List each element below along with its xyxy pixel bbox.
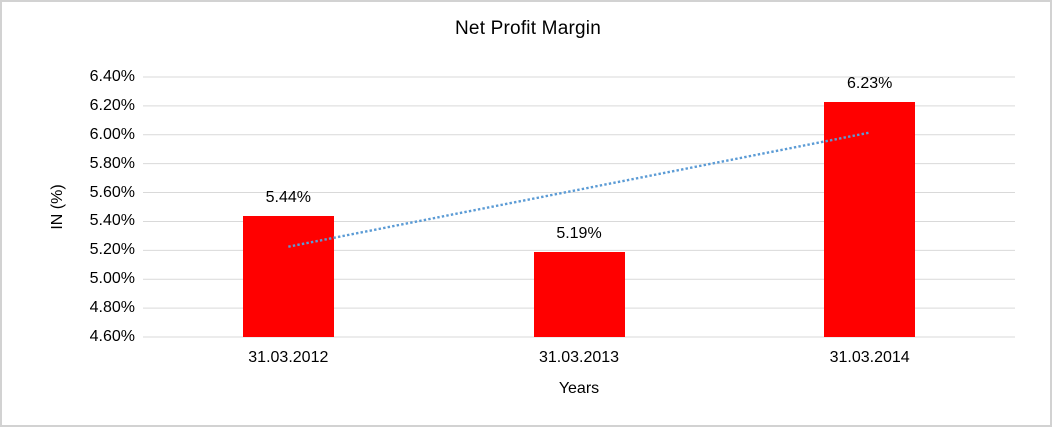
- bar-value-label: 5.19%: [556, 224, 602, 242]
- x-tick-label: 31.03.2014: [829, 349, 910, 366]
- bar-31.03.2014: [824, 101, 916, 337]
- y-tick-label: 5.40%: [89, 212, 135, 230]
- y-tick-label: 4.80%: [89, 299, 135, 317]
- y-tick-label: 6.40%: [89, 68, 135, 85]
- y-tick-label: 5.80%: [89, 154, 135, 172]
- y-tick-label: 6.00%: [89, 125, 135, 143]
- y-tick-label: 4.60%: [89, 328, 135, 345]
- chart-title: Net Profit Margin: [455, 18, 601, 39]
- bar-value-label: 6.23%: [846, 74, 893, 92]
- y-tick-label: 5.00%: [89, 270, 135, 288]
- y-tick-label: 5.20%: [89, 241, 135, 259]
- x-tick-label: 31.03.2013: [538, 349, 620, 366]
- bar-value-label: 5.44%: [265, 188, 312, 206]
- y-tick-label: 6.20%: [89, 96, 135, 114]
- trendline: [288, 131, 870, 248]
- bar-31.03.2013: [533, 251, 625, 337]
- y-tick-label: 5.60%: [89, 183, 135, 201]
- x-tick-label: 31.03.2012: [248, 349, 329, 366]
- x-axis-title: Years: [558, 380, 600, 397]
- bar-31.03.2012: [242, 215, 334, 337]
